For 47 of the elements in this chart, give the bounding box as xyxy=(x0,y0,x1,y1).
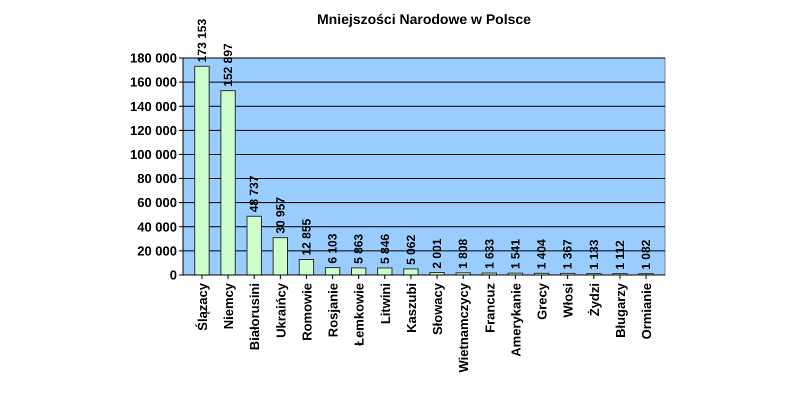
x-tick-label: Żydzi xyxy=(586,283,602,316)
data-label: 12 855 xyxy=(299,218,314,256)
bar xyxy=(220,90,236,276)
data-label: 2 001 xyxy=(430,238,444,269)
x-tick-label: Słowacy xyxy=(430,282,446,336)
data-label: 5 846 xyxy=(378,234,392,264)
x-tick-label: Wietnamczycy xyxy=(456,282,472,372)
x-tick-label: Ukraińcy xyxy=(273,282,288,338)
x-tick-label: Grecy xyxy=(534,282,550,320)
bar xyxy=(246,216,262,276)
y-tick-label: 160 000 xyxy=(130,74,177,90)
y-tick-label: 20 000 xyxy=(137,243,177,258)
bar xyxy=(194,66,210,276)
y-tick-label: 120 000 xyxy=(130,122,177,138)
chart-title: Mniejszości Narodowe w Polsce xyxy=(317,11,532,27)
y-tick-label: 40 000 xyxy=(137,219,177,234)
data-label: 30 957 xyxy=(273,196,288,234)
x-tick-label: Łemkowie xyxy=(352,283,367,346)
y-tick-label: 80 000 xyxy=(137,171,177,186)
x-tick-label: Kaszubi xyxy=(404,283,419,333)
data-label: 1 082 xyxy=(639,239,654,270)
x-tick-label: Białorusini xyxy=(247,283,262,350)
data-label: 1 133 xyxy=(586,239,601,270)
data-label: 1 808 xyxy=(456,238,470,269)
y-tick-label: 60 000 xyxy=(137,195,177,210)
x-tick-label: Romowie xyxy=(299,283,314,341)
data-label: 1 541 xyxy=(508,238,522,270)
data-label: 5 062 xyxy=(404,234,418,265)
x-tick-label: Rosjanie xyxy=(326,283,341,338)
data-label: 1 633 xyxy=(482,238,496,270)
bar xyxy=(298,259,314,276)
x-tick-label: Bługarzy xyxy=(612,282,628,338)
x-tick-label: Ormianie xyxy=(639,283,654,340)
x-tick-label: Litwini xyxy=(378,283,393,324)
data-label: 5 863 xyxy=(352,234,366,264)
data-label: 1 404 xyxy=(534,238,549,270)
bar xyxy=(272,237,288,276)
y-tick-label: 100 000 xyxy=(130,146,177,162)
x-tick-label: Amerykanie xyxy=(508,283,524,357)
x-tick-label: Niemcy xyxy=(221,282,236,330)
y-tick-label: 140 000 xyxy=(130,98,177,114)
y-tick-label: 180 000 xyxy=(130,50,177,66)
x-tick-label: Francuz xyxy=(482,282,498,333)
data-label: 1 367 xyxy=(560,238,575,270)
x-tick-label: Włosi xyxy=(560,283,576,318)
x-tick-label: Ślązacy xyxy=(194,282,210,331)
y-tick-label: 0 xyxy=(170,268,177,283)
